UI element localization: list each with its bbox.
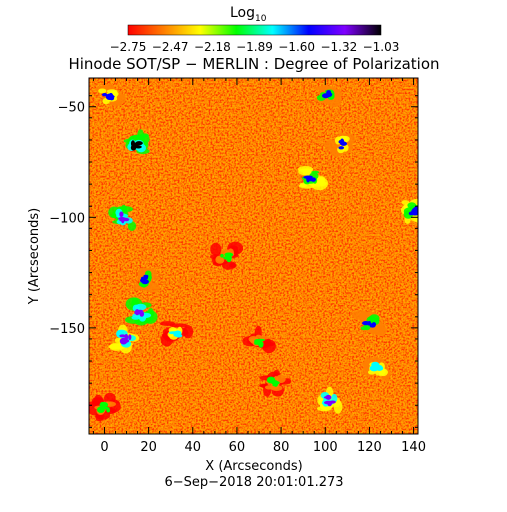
x-axis: 0 20 40 60 80 100 120 140 xyxy=(92,78,426,455)
y-axis-label: Y (Arcseconds) xyxy=(27,208,42,305)
polarization-patch xyxy=(297,166,329,191)
polarization-patch xyxy=(242,325,276,354)
heatmap-image xyxy=(89,78,418,434)
y-tick-label: −50 xyxy=(58,101,85,116)
polarization-patch xyxy=(316,386,343,414)
polarization-patch xyxy=(108,204,137,231)
x-tick-label: 40 xyxy=(185,440,202,455)
x-axis-label: X (Arcseconds) xyxy=(205,459,302,474)
x-tick-label: 60 xyxy=(229,440,246,455)
colorbar-tick-label: −2.75 xyxy=(110,40,147,54)
x-tick-label: 0 xyxy=(100,440,108,455)
polarization-patch xyxy=(352,310,387,336)
polarization-patch xyxy=(209,241,244,270)
polarization-patch xyxy=(89,392,121,422)
x-tick-label: 120 xyxy=(357,440,382,455)
polarization-patch xyxy=(314,85,343,108)
x-tick-label: 20 xyxy=(140,440,157,455)
x-tick-label: 80 xyxy=(273,440,290,455)
polarization-patch xyxy=(361,356,391,381)
colorbar-tick-label: −2.47 xyxy=(152,40,189,54)
colorbar-tick-label: −1.03 xyxy=(363,40,400,54)
colorbar-tick-label: −1.32 xyxy=(320,40,357,54)
colorbar-tick-labels: −2.75 −2.47 −2.18 −1.89 −1.60 −1.32 −1.03 xyxy=(110,40,400,54)
polarization-patch xyxy=(259,369,292,397)
chart-title: Hinode SOT/SP − MERLIN : Degree of Polar… xyxy=(68,55,439,73)
plot-frame xyxy=(88,77,419,435)
colorbar-tick-label: −2.18 xyxy=(194,40,231,54)
polarization-patch xyxy=(159,321,194,347)
polarization-patch xyxy=(132,267,161,293)
x-tick-label: 100 xyxy=(313,440,338,455)
date-label: 6−Sep−2018 20:01:01.273 xyxy=(164,475,343,490)
y-tick-label: −150 xyxy=(49,322,85,337)
colorbar-label: Log10 xyxy=(230,5,267,24)
y-axis: −50 −100 −150 xyxy=(49,95,418,428)
polarization-patch xyxy=(95,83,126,107)
polarization-patch xyxy=(123,129,150,155)
polarization-patch xyxy=(108,324,140,354)
polarization-patch xyxy=(323,132,356,158)
polarization-patch xyxy=(400,198,418,224)
x-tick-label: 140 xyxy=(401,440,426,455)
colorbar-tick-label: −1.60 xyxy=(278,40,315,54)
polarization-patch xyxy=(124,297,158,326)
colorbar xyxy=(127,24,382,36)
y-tick-label: −100 xyxy=(49,211,85,226)
colorbar-tick-label: −1.89 xyxy=(236,40,273,54)
